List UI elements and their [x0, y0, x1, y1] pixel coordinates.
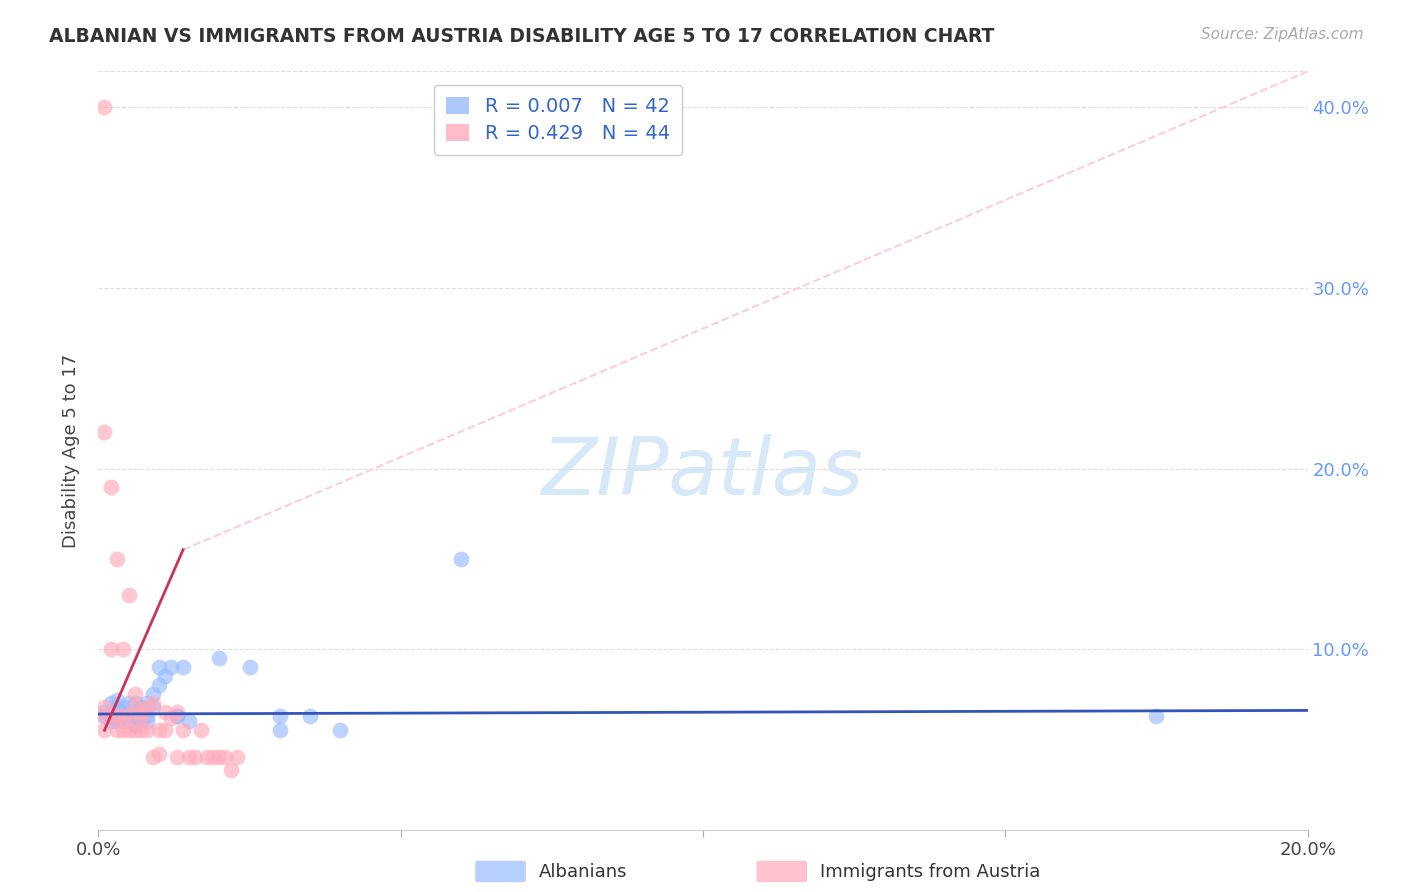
Y-axis label: Disability Age 5 to 17: Disability Age 5 to 17 — [62, 353, 80, 548]
Legend: R = 0.007   N = 42, R = 0.429   N = 44: R = 0.007 N = 42, R = 0.429 N = 44 — [434, 85, 682, 154]
Point — [111, 642, 134, 657]
Point — [105, 692, 128, 706]
Point — [269, 708, 291, 723]
Text: ALBANIAN VS IMMIGRANTS FROM AUSTRIA DISABILITY AGE 5 TO 17 CORRELATION CHART: ALBANIAN VS IMMIGRANTS FROM AUSTRIA DISA… — [49, 27, 994, 45]
Point — [124, 699, 146, 714]
Point — [172, 723, 194, 738]
Point — [124, 687, 146, 701]
Point — [208, 750, 231, 764]
Point — [179, 714, 201, 729]
Point — [129, 699, 152, 714]
Point — [148, 678, 170, 692]
Point — [93, 100, 115, 114]
Point — [93, 708, 115, 723]
Point — [142, 699, 165, 714]
Point — [118, 696, 141, 710]
Point — [111, 708, 134, 723]
Point — [148, 747, 170, 761]
Point — [111, 723, 134, 738]
Point — [124, 708, 146, 723]
Point — [118, 714, 141, 729]
Point — [166, 750, 188, 764]
Point — [105, 551, 128, 566]
Point — [129, 708, 152, 723]
Text: Source: ZipAtlas.com: Source: ZipAtlas.com — [1201, 27, 1364, 42]
Point — [148, 660, 170, 674]
Point — [135, 699, 157, 714]
Point — [153, 723, 176, 738]
Point — [105, 714, 128, 729]
Point — [118, 588, 141, 602]
Text: Albanians: Albanians — [538, 863, 627, 881]
Point — [195, 750, 218, 764]
Point — [208, 651, 231, 665]
Point — [153, 669, 176, 683]
Point — [100, 642, 122, 657]
Point — [166, 708, 188, 723]
Point — [100, 708, 122, 723]
Point — [226, 750, 249, 764]
Text: Immigrants from Austria: Immigrants from Austria — [820, 863, 1040, 881]
Point — [129, 723, 152, 738]
Point — [153, 705, 176, 719]
Point — [172, 660, 194, 674]
Point — [190, 723, 212, 738]
Point — [135, 696, 157, 710]
Point — [184, 750, 207, 764]
Point — [166, 708, 188, 723]
Point — [135, 708, 157, 723]
Point — [105, 708, 128, 723]
Point — [105, 708, 128, 723]
Point — [239, 660, 262, 674]
Point — [142, 696, 165, 710]
Point — [111, 699, 134, 714]
Point — [129, 705, 152, 719]
Point — [179, 750, 201, 764]
Point — [100, 708, 122, 723]
Point — [118, 708, 141, 723]
Point — [299, 708, 322, 723]
Point — [142, 750, 165, 764]
Point — [221, 763, 243, 777]
Point — [166, 705, 188, 719]
Point — [93, 705, 115, 719]
Point — [118, 708, 141, 723]
Point — [93, 723, 115, 738]
Point — [124, 723, 146, 738]
Point — [129, 708, 152, 723]
Point — [124, 696, 146, 710]
Point — [105, 699, 128, 714]
Point — [129, 714, 152, 729]
Point — [100, 696, 122, 710]
Point — [269, 723, 291, 738]
Point — [105, 723, 128, 738]
Point — [142, 687, 165, 701]
Point — [160, 711, 183, 725]
Point — [93, 699, 115, 714]
Point — [160, 660, 183, 674]
Point — [450, 551, 472, 566]
Point — [93, 708, 115, 723]
Point — [93, 425, 115, 440]
Point — [135, 723, 157, 738]
Point — [148, 723, 170, 738]
Point — [118, 723, 141, 738]
Point — [329, 723, 352, 738]
Point — [202, 750, 225, 764]
Point — [111, 714, 134, 729]
Point — [111, 708, 134, 723]
Point — [135, 714, 157, 729]
Point — [100, 479, 122, 493]
Point — [124, 718, 146, 732]
Point — [100, 714, 122, 729]
Point — [214, 750, 236, 764]
Text: ZIPatlas: ZIPatlas — [541, 434, 865, 512]
Point — [1144, 708, 1167, 723]
